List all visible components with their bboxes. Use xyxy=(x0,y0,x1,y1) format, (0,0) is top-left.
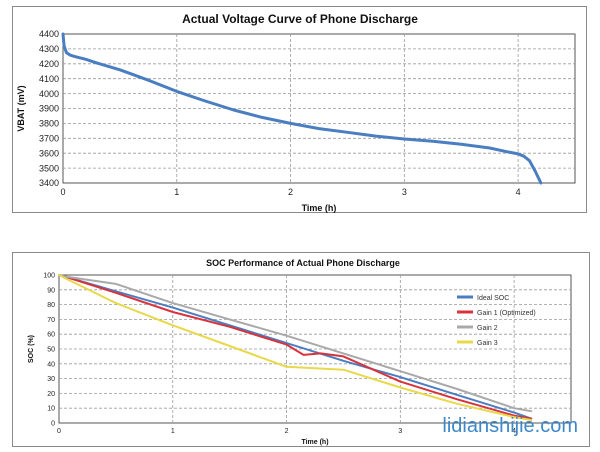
soc-chart-panel: SOC Performance of Actual Phone Discharg… xyxy=(12,252,590,447)
series-line-gain-1-optimized xyxy=(58,274,533,420)
y-tick-label: 4300 xyxy=(39,44,59,54)
y-tick-label: 20 xyxy=(47,391,55,398)
x-tick-label: 3 xyxy=(402,187,407,197)
series-line-vbat xyxy=(61,32,543,185)
chart-title: Actual Voltage Curve of Phone Discharge xyxy=(182,12,418,26)
y-tick-label: 4400 xyxy=(39,29,59,39)
x-tick-label: 1 xyxy=(171,428,175,435)
legend-label: Gain 3 xyxy=(477,340,498,347)
y-tick-label: 3800 xyxy=(39,119,59,129)
legend-label: Gain 1 (Optimized) xyxy=(477,310,536,317)
y-tick-label: 3900 xyxy=(39,104,59,114)
y-tick-label: 0 xyxy=(51,420,55,427)
y-tick-label: 3400 xyxy=(39,178,59,188)
y-tick-label: 30 xyxy=(47,376,55,383)
y-tick-label: 90 xyxy=(47,287,55,294)
legend-label: Gain 2 xyxy=(477,325,498,332)
soc-chart: SOC Performance of Actual Phone Discharg… xyxy=(28,258,572,446)
y-tick-label: 10 xyxy=(47,406,55,413)
voltage-chart: Actual Voltage Curve of Phone Discharge 3… xyxy=(16,12,576,213)
y-tick-label: 70 xyxy=(47,317,55,324)
y-tick-label: 3500 xyxy=(39,163,59,173)
y-tick-label: 50 xyxy=(47,346,55,353)
voltage-chart-panel: Actual Voltage Curve of Phone Discharge 3… xyxy=(12,6,587,213)
x-tick-label: 0 xyxy=(60,187,65,197)
y-axis-label: SOC (%) xyxy=(28,335,35,363)
y-tick-label: 4000 xyxy=(39,89,59,99)
y-tick-label: 80 xyxy=(47,302,55,309)
series-line-gain-3 xyxy=(58,274,533,421)
watermark: lidianshijie.com xyxy=(442,415,578,437)
y-tick-label: 3700 xyxy=(39,133,59,143)
x-tick-label: 1 xyxy=(174,187,179,197)
series-line-gain-2 xyxy=(58,274,533,413)
y-axis-label: VBAT (mV) xyxy=(16,85,26,131)
x-tick-label: 0 xyxy=(57,428,61,435)
y-tick-label: 100 xyxy=(43,272,55,279)
legend-label: Ideal SOC xyxy=(477,295,509,302)
y-tick-label: 60 xyxy=(47,332,55,339)
x-axis-label: Time (h) xyxy=(302,203,337,213)
x-tick-label: 2 xyxy=(285,428,289,435)
chart-title: SOC Performance of Actual Phone Discharg… xyxy=(206,258,400,268)
y-tick-label: 40 xyxy=(47,361,55,368)
x-tick-label: 3 xyxy=(398,428,402,435)
x-tick-label: 2 xyxy=(288,187,293,197)
x-axis-label: Time (h) xyxy=(301,439,328,446)
y-tick-label: 4200 xyxy=(39,59,59,69)
y-tick-label: 3600 xyxy=(39,148,59,158)
y-tick-label: 4100 xyxy=(39,74,59,84)
x-tick-label: 4 xyxy=(512,428,516,435)
x-tick-label: 4 xyxy=(516,187,521,197)
